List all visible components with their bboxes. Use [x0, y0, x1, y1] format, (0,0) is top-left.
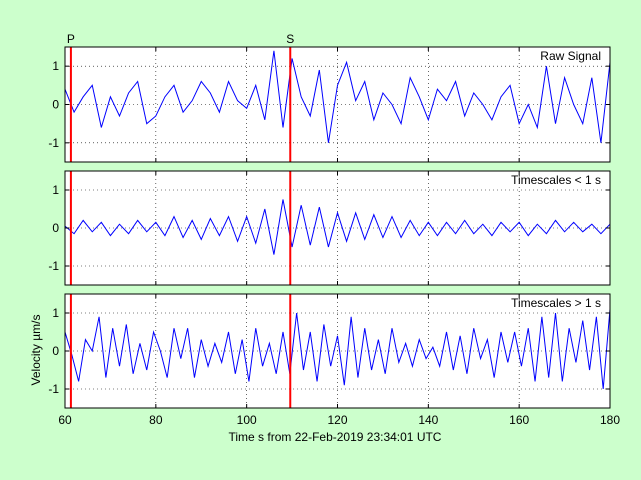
y-tick-label: 1: [52, 59, 59, 73]
y-tick-label: 1: [52, 306, 59, 320]
y-tick-label: -1: [48, 382, 59, 396]
signal-line: [65, 309, 610, 390]
panel-label: Timescales < 1 s: [511, 173, 601, 187]
panel-long-timescales: 60 80 100 120 140 160 180 -1 0 1 Timescales > 1 s: [48, 293, 620, 427]
x-tick-label: 140: [418, 413, 438, 427]
panel-raw-signal: P S -1 0 1 Raw Signal: [48, 32, 611, 163]
y-axis-title: Velocity µm/s: [29, 315, 43, 386]
x-tick-label: 160: [509, 413, 529, 427]
panel-short-timescales: -1 0 1 Timescales < 1 s: [48, 170, 611, 286]
y-tick-label: 0: [52, 98, 59, 112]
y-tick-label: -1: [48, 259, 59, 273]
signal-line: [65, 199, 610, 255]
x-tick-label: 60: [58, 413, 72, 427]
panel-label: Timescales > 1 s: [511, 296, 601, 310]
x-tick-label: 80: [149, 413, 163, 427]
x-axis-title: Time s from 22-Feb-2019 23:34:01 UTC: [229, 430, 442, 444]
phase-label: P: [67, 32, 75, 46]
x-tick-label: 100: [237, 413, 257, 427]
y-tick-label: 1: [52, 183, 59, 197]
phase-label: S: [286, 32, 294, 46]
x-tick-label: 120: [327, 413, 347, 427]
x-tick-label: 180: [600, 413, 620, 427]
panel-label: Raw Signal: [540, 49, 601, 63]
signal-line: [65, 50, 610, 143]
y-tick-label: 0: [52, 221, 59, 235]
y-tick-label: -1: [48, 136, 59, 150]
y-tick-label: 0: [52, 344, 59, 358]
